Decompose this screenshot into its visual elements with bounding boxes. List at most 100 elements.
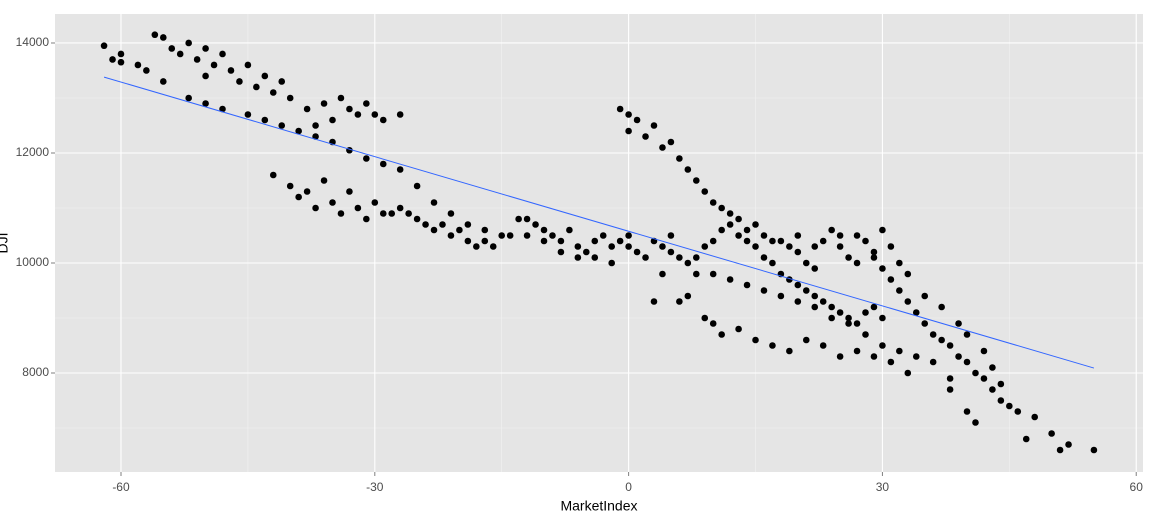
- point: [379, 210, 387, 217]
- point: [151, 31, 159, 39]
- trend-line: [103, 76, 1095, 369]
- point: [608, 243, 615, 250]
- point: [912, 309, 920, 316]
- point: [718, 204, 725, 212]
- x-tick-label: -30: [366, 480, 384, 494]
- point: [464, 237, 472, 245]
- point: [667, 138, 675, 146]
- point: [794, 298, 802, 305]
- point: [591, 254, 599, 261]
- point: [363, 215, 370, 223]
- point: [1014, 408, 1022, 415]
- y-tick-label: 10000: [16, 255, 50, 269]
- point: [354, 204, 362, 212]
- point: [625, 232, 632, 239]
- point: [269, 89, 277, 96]
- point: [684, 259, 692, 267]
- point: [625, 111, 632, 118]
- point: [896, 287, 903, 294]
- point: [642, 254, 649, 261]
- point: [583, 248, 590, 256]
- point: [625, 127, 632, 135]
- point: [718, 226, 725, 234]
- point: [312, 133, 319, 140]
- point: [904, 369, 912, 377]
- point: [244, 111, 252, 118]
- point: [802, 287, 810, 294]
- point: [109, 56, 116, 63]
- point: [946, 342, 954, 349]
- point: [752, 243, 759, 250]
- point: [320, 100, 328, 107]
- point: [413, 182, 421, 190]
- point: [557, 237, 565, 245]
- point: [337, 94, 345, 102]
- point: [836, 309, 844, 316]
- point: [616, 105, 624, 113]
- point: [261, 116, 269, 124]
- point: [709, 270, 717, 278]
- point: [743, 237, 751, 245]
- point: [1056, 446, 1064, 454]
- point: [938, 303, 945, 311]
- point: [202, 100, 209, 107]
- point: [176, 50, 184, 58]
- point: [202, 72, 209, 80]
- point: [202, 45, 209, 52]
- point: [117, 58, 125, 66]
- point: [870, 254, 878, 261]
- point: [828, 226, 835, 234]
- point: [236, 78, 243, 85]
- point: [1065, 441, 1072, 448]
- point: [676, 254, 683, 261]
- point: [828, 303, 835, 311]
- point: [143, 67, 150, 74]
- point: [633, 248, 641, 256]
- point: [735, 215, 742, 223]
- point: [997, 397, 1005, 404]
- point: [337, 210, 345, 217]
- point: [346, 188, 353, 195]
- point: [946, 375, 954, 382]
- point: [845, 314, 852, 322]
- point: [955, 353, 962, 360]
- point: [692, 270, 700, 278]
- point: [1090, 446, 1098, 454]
- point: [819, 298, 827, 305]
- point: [819, 342, 827, 349]
- point: [489, 243, 497, 250]
- point: [523, 215, 531, 223]
- point: [862, 309, 869, 316]
- y-tick-label: 12000: [16, 145, 50, 159]
- point: [295, 127, 302, 135]
- point: [853, 259, 861, 267]
- point: [286, 94, 294, 102]
- point: [752, 221, 759, 228]
- point: [574, 243, 582, 250]
- point: [413, 215, 421, 223]
- point: [887, 276, 895, 283]
- point: [616, 237, 624, 245]
- point: [870, 303, 878, 311]
- point: [676, 298, 683, 305]
- point: [439, 221, 446, 228]
- point: [972, 419, 979, 426]
- point: [659, 144, 666, 151]
- point: [836, 353, 844, 360]
- point: [862, 331, 869, 338]
- point: [456, 226, 463, 234]
- point: [701, 314, 709, 322]
- point: [836, 243, 844, 250]
- point: [1031, 413, 1039, 421]
- point: [633, 116, 641, 124]
- point: [574, 254, 582, 261]
- point: [929, 358, 937, 366]
- point: [100, 42, 108, 50]
- point: [430, 226, 438, 234]
- point: [862, 237, 869, 245]
- point: [269, 171, 277, 179]
- point: [540, 226, 548, 234]
- point: [642, 133, 649, 140]
- point: [735, 232, 742, 239]
- point: [929, 331, 937, 338]
